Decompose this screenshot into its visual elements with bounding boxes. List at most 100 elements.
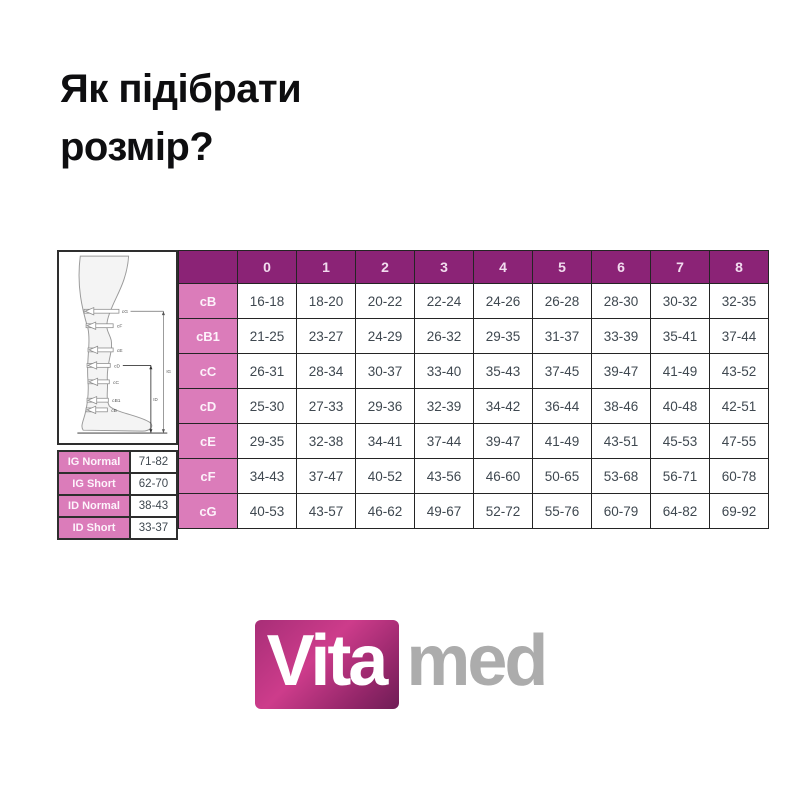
size-cell: 53-68 <box>591 458 651 494</box>
size-cell: 37-44 <box>709 318 769 354</box>
size-table-row: cF 34-43 37-47 40-52 43-56 46-60 50-65 53-68 56-… <box>178 458 769 494</box>
size-cell: 29-36 <box>355 388 415 424</box>
length-table: IG Normal 71-82 IG Short 62-70 ID Normal 38-4… <box>57 450 178 540</box>
size-column-header: 2 <box>355 250 415 284</box>
length-table-row: ID Short 33-37 <box>57 516 178 540</box>
size-column-header: 7 <box>650 250 710 284</box>
size-cell: 35-43 <box>473 353 533 389</box>
leg-point-label-cE: cE <box>117 348 123 354</box>
size-cell: 43-51 <box>591 423 651 459</box>
size-cell: 50-65 <box>532 458 592 494</box>
size-column-header: 4 <box>473 250 533 284</box>
size-cell: 16-18 <box>237 283 297 319</box>
size-row-label: cE <box>178 423 238 459</box>
length-table-row: ID Normal 38-43 <box>57 494 178 518</box>
size-table-row: cC 26-31 28-34 30-37 33-40 35-43 37-45 39-47 41-… <box>178 353 769 389</box>
size-cell: 26-28 <box>532 283 592 319</box>
size-cell: 39-47 <box>591 353 651 389</box>
size-row-label: cG <box>178 493 238 529</box>
size-cell: 38-46 <box>591 388 651 424</box>
page-title-line2: розмір? <box>60 125 214 169</box>
dim-label-ID: ID <box>153 397 157 402</box>
length-table-row: IG Normal 71-82 <box>57 450 178 474</box>
length-row-label: IG Normal <box>57 450 131 474</box>
measure-band-cB1 <box>86 395 109 405</box>
leg-diagram-svg: cG cF cE cD cC cB1 cB IG <box>77 255 172 434</box>
size-cell: 46-62 <box>355 493 415 529</box>
size-column-header: 8 <box>709 250 769 284</box>
size-cell: 20-22 <box>355 283 415 319</box>
size-cell: 35-41 <box>650 318 710 354</box>
size-cell: 52-72 <box>473 493 533 529</box>
size-cell: 21-25 <box>237 318 297 354</box>
size-cell: 41-49 <box>532 423 592 459</box>
size-table-row: cE 29-35 32-38 34-41 37-44 39-47 41-49 43-51 45-… <box>178 423 769 459</box>
measure-band-cF <box>85 321 114 331</box>
length-table-row: IG Short 62-70 <box>57 472 178 496</box>
size-cell: 55-76 <box>532 493 592 529</box>
length-row-value: 62-70 <box>129 472 178 496</box>
dimension-line-IG <box>130 310 164 434</box>
size-cell: 23-27 <box>296 318 356 354</box>
size-cell: 43-57 <box>296 493 356 529</box>
size-cell: 64-82 <box>650 493 710 529</box>
size-cell: 40-48 <box>650 388 710 424</box>
size-cell: 40-53 <box>237 493 297 529</box>
leg-diagram: cG cF cE cD cC cB1 cB IG <box>57 250 178 445</box>
dim-label-IG: IG <box>166 369 171 374</box>
size-cell: 49-67 <box>414 493 474 529</box>
length-row-value: 38-43 <box>129 494 178 518</box>
size-cell: 46-60 <box>473 458 533 494</box>
size-cell: 60-79 <box>591 493 651 529</box>
measure-band-cE <box>87 345 114 355</box>
size-column-header: 1 <box>296 250 356 284</box>
vitamed-logo: Vita med <box>0 620 800 709</box>
size-column-header: 6 <box>591 250 651 284</box>
size-table-row: cB1 21-25 23-27 24-29 26-32 29-35 31-37 33-39 35… <box>178 318 769 354</box>
size-cell: 22-24 <box>414 283 474 319</box>
size-cell: 18-20 <box>296 283 356 319</box>
dim-arrow-ID-top <box>149 365 153 370</box>
size-cell: 43-56 <box>414 458 474 494</box>
size-row-label: cF <box>178 458 238 494</box>
measure-band-cB <box>85 405 108 415</box>
size-table-corner-cell <box>178 250 238 284</box>
dim-arrow-ID-bottom <box>149 429 153 434</box>
length-row-label: ID Normal <box>57 494 131 518</box>
size-cell: 25-30 <box>237 388 297 424</box>
measurement-column: cG cF cE cD cC cB1 cB IG <box>57 250 178 540</box>
size-cell: 32-39 <box>414 388 474 424</box>
size-cell: 45-53 <box>650 423 710 459</box>
logo-med-text: med <box>406 621 548 701</box>
length-row-label: IG Short <box>57 472 131 496</box>
size-table-row: cD 25-30 27-33 29-36 32-39 34-42 36-44 38-46 40-… <box>178 388 769 424</box>
size-cell: 28-34 <box>296 353 356 389</box>
size-cell: 32-35 <box>709 283 769 319</box>
size-cell: 56-71 <box>650 458 710 494</box>
size-cell: 37-47 <box>296 458 356 494</box>
length-row-value: 33-37 <box>129 516 178 540</box>
size-column-header: 0 <box>237 250 297 284</box>
size-cell: 26-31 <box>237 353 297 389</box>
size-cell: 34-43 <box>237 458 297 494</box>
size-cell: 28-30 <box>591 283 651 319</box>
leg-point-label-cB: cB <box>111 408 117 414</box>
size-cell: 39-47 <box>473 423 533 459</box>
leg-point-label-cC: cC <box>113 380 119 386</box>
size-column-header: 5 <box>532 250 592 284</box>
page-title: Як підібрати розмір? <box>60 60 302 176</box>
size-cell: 24-29 <box>355 318 415 354</box>
logo-vita-badge: Vita <box>254 620 400 709</box>
size-cell: 34-41 <box>355 423 415 459</box>
leg-point-label-cF: cF <box>117 324 122 330</box>
measure-band-cD <box>86 361 111 370</box>
size-table-row: cB 16-18 18-20 20-22 22-24 24-26 26-28 28-30 30-… <box>178 283 769 319</box>
size-cell: 41-49 <box>650 353 710 389</box>
length-row-value: 71-82 <box>129 450 178 474</box>
size-cell: 69-92 <box>709 493 769 529</box>
size-cell: 26-32 <box>414 318 474 354</box>
size-cell: 60-78 <box>709 458 769 494</box>
size-cell: 30-37 <box>355 353 415 389</box>
